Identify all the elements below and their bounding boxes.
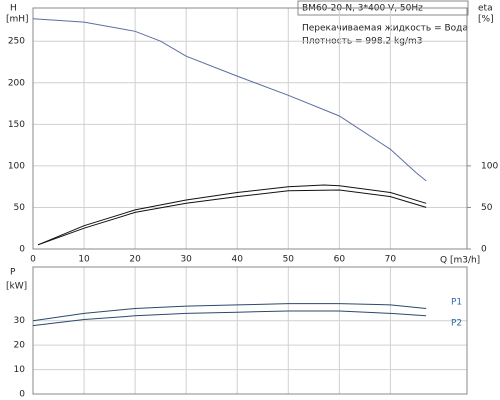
- curve: [32, 310, 427, 327]
- y2-axis-unit: [%]: [478, 15, 494, 25]
- y2-tick-label: 0: [481, 245, 487, 255]
- plot-frame: [32, 7, 468, 250]
- x-tick-label: 0: [30, 255, 36, 265]
- y-axis-label: P: [10, 268, 16, 278]
- legend-label: P1: [451, 298, 462, 308]
- x-tick-label: 60: [334, 255, 346, 265]
- y-tick-label: 30: [14, 316, 26, 326]
- curve: [32, 303, 427, 322]
- x-tick-label: 70: [385, 255, 397, 265]
- y-tick-label: 10: [14, 365, 26, 375]
- annotation: Перекачиваемая жидкость = Вода: [302, 24, 468, 34]
- curve: [32, 18, 427, 182]
- y-tick-label: 50: [14, 203, 26, 213]
- y2-tick-label: 50: [481, 203, 493, 213]
- y2-axis-label: eta: [478, 4, 493, 14]
- plot-frame: [32, 266, 468, 395]
- y-tick-label: 100: [8, 161, 25, 171]
- legend-label: P2: [451, 319, 462, 329]
- curve: [37, 184, 427, 246]
- y-tick-label: 250: [8, 37, 25, 47]
- x-tick-label: 50: [283, 255, 295, 265]
- x-axis-label: Q [m3/h]: [440, 256, 480, 266]
- y-tick-label: 150: [8, 120, 25, 130]
- y-axis-label: H: [10, 4, 17, 14]
- y-tick-label: 200: [8, 78, 25, 88]
- x-tick-label: 30: [180, 255, 192, 265]
- x-tick-label: 40: [232, 255, 244, 265]
- x-tick-label: 10: [78, 255, 90, 265]
- curve: [37, 189, 427, 246]
- y-tick-label: 0: [19, 390, 25, 400]
- y-axis-unit: [mH]: [6, 15, 29, 25]
- y-axis-unit: [kW]: [6, 282, 27, 292]
- y-tick-label: 0: [19, 245, 25, 255]
- y2-tick-label: 100: [481, 161, 498, 171]
- y-tick-label: 20: [14, 341, 26, 351]
- x-tick-label: 20: [129, 255, 141, 265]
